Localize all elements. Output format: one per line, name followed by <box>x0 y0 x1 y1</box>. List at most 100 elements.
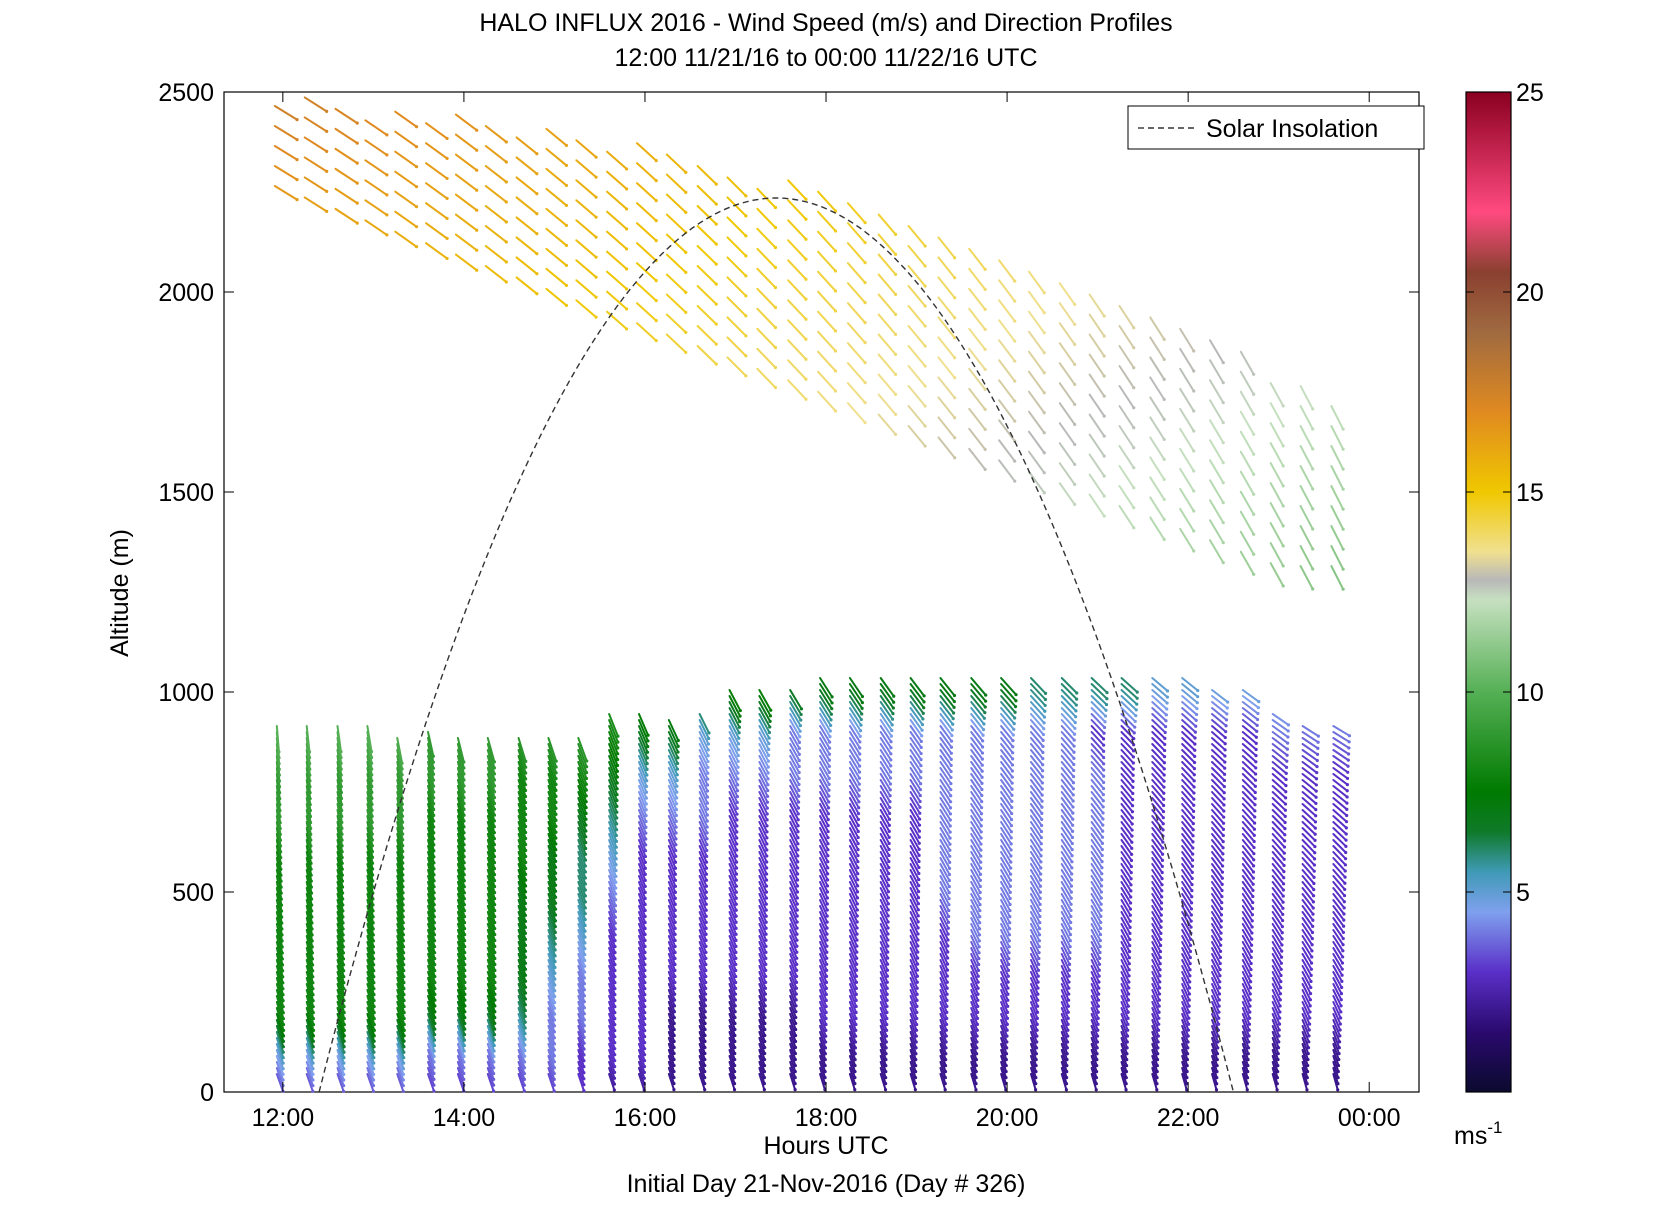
wind-barb-tip <box>1311 924 1315 929</box>
wind-barb-tip <box>278 814 282 819</box>
wind-barb-tip <box>1215 1057 1219 1062</box>
wind-barb <box>394 130 418 148</box>
wind-barb-tip <box>1215 1063 1219 1068</box>
wind-barb-tip <box>401 1084 405 1088</box>
wind-barb <box>396 941 405 966</box>
wind-barb-tip <box>883 1088 888 1092</box>
wind-barb <box>1241 809 1256 825</box>
wind-barb <box>848 989 858 1008</box>
wind-barb <box>1029 791 1043 809</box>
wind-barb <box>789 869 799 887</box>
wind-barb <box>1029 923 1041 942</box>
wind-barb-tip <box>798 724 803 728</box>
wind-barb-tip <box>1100 860 1104 864</box>
wind-barb <box>879 911 890 929</box>
wind-barb-tip <box>1163 724 1168 729</box>
wind-barb <box>939 947 949 966</box>
wind-barb-tip <box>1011 751 1015 755</box>
wind-barb-tip <box>979 830 983 834</box>
wind-barb-tip <box>793 1076 797 1080</box>
wind-barb-tip <box>1042 291 1046 295</box>
wind-barb <box>1029 1007 1039 1026</box>
wind-barb <box>1151 983 1161 1002</box>
wind-barb-tip <box>918 788 923 792</box>
wind-barb-tip <box>1129 901 1133 905</box>
wind-barb-tip <box>914 1052 918 1056</box>
wind-barb <box>848 803 860 821</box>
wind-barb-tip <box>672 1039 676 1044</box>
wind-barb-tip <box>432 837 436 841</box>
wind-barb <box>1181 851 1194 868</box>
wind-barb-tip <box>311 1023 316 1027</box>
wind-barb <box>637 1037 646 1056</box>
wind-barb <box>819 857 829 875</box>
wind-barb <box>1029 695 1046 713</box>
wind-barb <box>1090 893 1103 912</box>
wind-barb <box>1029 887 1042 906</box>
wind-barb-tip <box>1336 1076 1340 1080</box>
wind-barb-tip <box>462 843 466 847</box>
wind-barb-tip <box>462 861 466 865</box>
wind-barb-tip <box>614 851 618 855</box>
wind-barb-tip <box>1215 1052 1220 1056</box>
wind-barb <box>456 749 465 776</box>
wind-barb-tip <box>1156 1040 1160 1044</box>
wind-barb <box>545 187 568 207</box>
wind-barb <box>396 863 404 888</box>
wind-barb <box>879 899 890 917</box>
wind-barb <box>637 725 649 748</box>
wind-barb-tip <box>1194 718 1198 722</box>
wind-barb-tip <box>1162 755 1167 759</box>
wind-barb <box>758 941 767 960</box>
wind-barb <box>1029 899 1041 918</box>
wind-barb <box>577 1007 586 1027</box>
wind-barb-tip <box>311 1011 315 1015</box>
wind-barb <box>1301 971 1312 989</box>
wind-barb <box>879 935 889 954</box>
wind-barb-tip <box>535 232 539 236</box>
wind-barb-tip <box>919 764 923 768</box>
wind-barb <box>486 893 496 918</box>
wind-barb-tip <box>1037 962 1041 967</box>
wind-barb-tip <box>795 926 799 930</box>
wind-barb-tip <box>340 885 345 889</box>
wind-barb-tip <box>402 969 406 973</box>
wind-barb-tip <box>1218 968 1222 972</box>
wind-barb <box>970 737 984 755</box>
wind-barb-tip <box>765 818 769 822</box>
wind-barb <box>1301 827 1317 842</box>
wind-barb <box>1211 887 1223 904</box>
wind-barb <box>787 219 807 241</box>
wind-barb-tip <box>614 857 618 861</box>
wind-barb-tip <box>714 242 718 246</box>
wind-barb <box>366 947 375 972</box>
wind-barb-tip <box>1164 713 1168 717</box>
wind-barb <box>667 743 679 765</box>
wind-barb-tip <box>1250 925 1254 929</box>
wind-barb-tip <box>612 1076 617 1080</box>
chart-subtitle: 12:00 11/21/16 to 00:00 11/22/16 UTC <box>615 44 1038 72</box>
wind-barb <box>517 833 527 858</box>
wind-barb-tip <box>855 962 859 966</box>
wind-barb <box>486 1049 495 1069</box>
wind-barb <box>577 1061 585 1080</box>
wind-barb <box>1151 1043 1159 1061</box>
wind-barb <box>1181 749 1196 764</box>
wind-barb-tip <box>1013 359 1017 363</box>
wind-barb-tip <box>385 233 389 237</box>
wind-barb-tip <box>281 1056 285 1060</box>
wind-barb-tip <box>858 752 862 756</box>
wind-barb <box>1332 749 1350 762</box>
wind-barb <box>728 971 737 990</box>
wind-barb-tip <box>462 778 466 782</box>
wind-barb-tip <box>1095 1052 1099 1056</box>
wind-barb <box>1301 1049 1309 1067</box>
wind-barb <box>608 851 617 872</box>
wind-barb <box>577 905 587 927</box>
wind-barb-tip <box>1069 896 1073 900</box>
wind-barb-tip <box>886 884 891 888</box>
wind-barb <box>728 761 739 781</box>
wind-barb-tip <box>339 802 344 807</box>
wind-barb <box>364 199 388 216</box>
wind-barb <box>1181 767 1196 782</box>
